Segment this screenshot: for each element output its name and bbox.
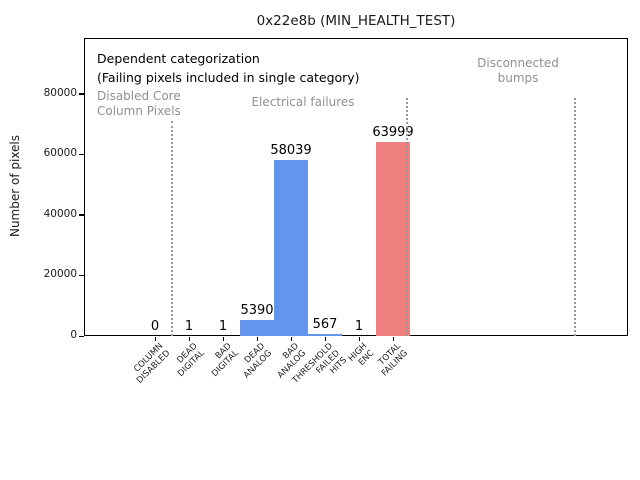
annotation: (Failing pixels included in single categ… (97, 70, 360, 85)
x-tick-label: BAD DIGITAL (209, 341, 241, 379)
y-tick (79, 335, 84, 337)
annotation: Dependent categorization (97, 51, 260, 66)
y-tick (79, 214, 84, 216)
x-tick-label: TOTAL FAILING (377, 341, 411, 379)
bar-value-label: 1 (354, 318, 364, 334)
y-axis-label: Number of pixels (8, 134, 22, 238)
bar (240, 319, 274, 336)
separator-line (574, 98, 576, 336)
bar (274, 160, 308, 336)
x-tick (358, 337, 360, 341)
x-tick (154, 337, 156, 341)
x-tick (324, 337, 326, 341)
x-tick-label: DEAD DIGITAL (175, 341, 207, 379)
y-tick (79, 93, 84, 95)
chart-title: 0x22e8b (MIN_HEALTH_TEST) (256, 13, 456, 29)
x-tick (290, 337, 292, 341)
y-tick (79, 153, 84, 156)
x-tick (256, 337, 258, 341)
annotation: Disconnected bumps (477, 56, 559, 85)
annotation: Electrical failures (251, 95, 355, 109)
bar-value-label: 58039 (270, 143, 312, 159)
annotation: Disabled Core Column Pixels (97, 89, 181, 118)
separator-line (171, 121, 173, 336)
x-tick (188, 337, 190, 341)
y-tick-label: 20000 (43, 268, 77, 281)
x-tick (392, 337, 394, 341)
bar-value-label: 63999 (372, 125, 414, 141)
x-tick (222, 337, 224, 341)
bar-value-label: 1 (184, 318, 194, 334)
plot-area (84, 38, 628, 336)
separator-line (406, 98, 408, 336)
bar-value-label: 5390 (240, 302, 274, 318)
y-tick-label: 40000 (43, 207, 77, 220)
x-tick-label: COLUMN DISABLED (132, 341, 173, 386)
y-tick (79, 274, 84, 277)
x-tick-label: HIGH ENC (346, 341, 377, 368)
bar-value-label: 567 (312, 317, 338, 333)
bar-value-label: 0 (150, 319, 160, 334)
y-tick-label: 0 (70, 329, 77, 341)
y-tick-label: 80000 (43, 86, 77, 99)
x-tick-label: DEAD ANALOG (241, 341, 275, 381)
bar (308, 334, 342, 336)
bar-value-label: 1 (218, 318, 228, 334)
y-tick-label: 60000 (43, 147, 77, 160)
bar (376, 142, 410, 336)
